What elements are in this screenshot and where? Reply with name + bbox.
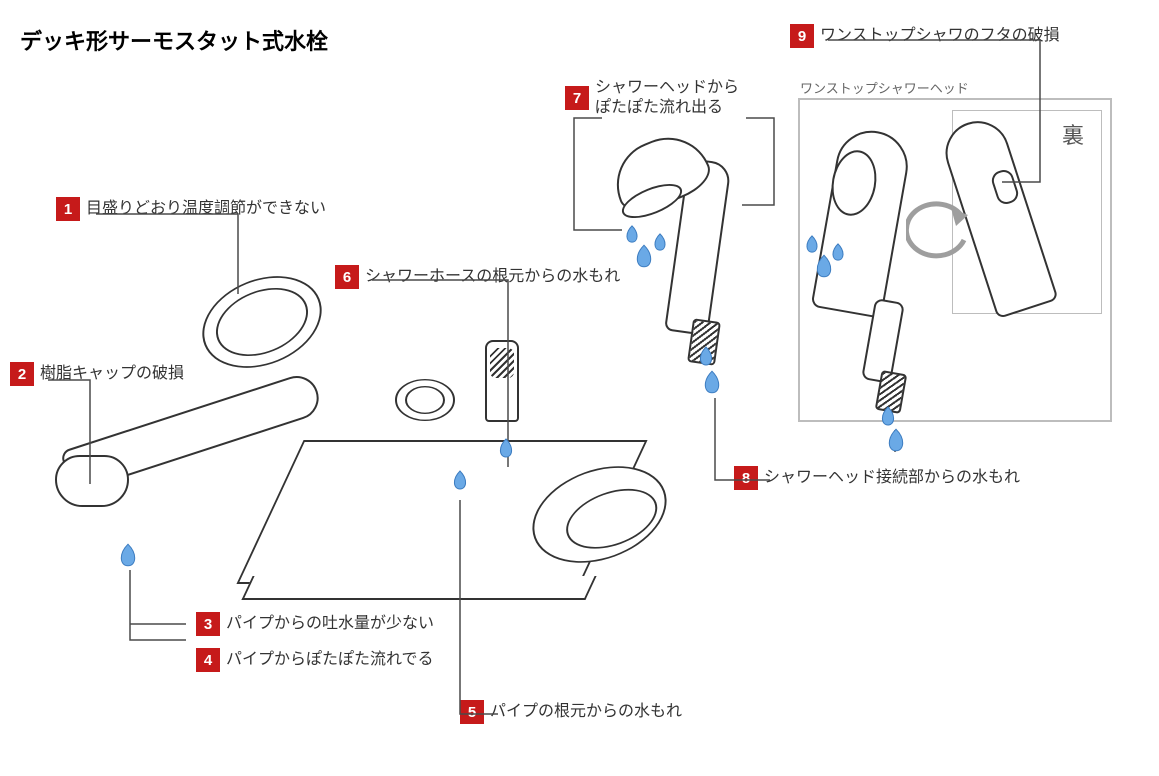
callout-label: パイプからぽたぽた流れでる bbox=[226, 650, 434, 670]
callout-label: シャワーヘッド接続部からの水もれ bbox=[764, 468, 1020, 488]
page-title: デッキ形サーモスタット式水栓 bbox=[20, 24, 328, 56]
callout-8[interactable]: 8 シャワーヘッド接続部からの水もれ bbox=[734, 466, 1020, 490]
callout-badge: 9 bbox=[790, 24, 814, 48]
spout-aerator-cap bbox=[55, 455, 129, 507]
callout-4[interactable]: 4 パイプからぽたぽた流れでる bbox=[196, 648, 434, 672]
faucet-base-edge bbox=[241, 576, 596, 600]
callout-label: シャワーヘッドからぽたぽた流れ出る bbox=[595, 78, 739, 118]
callout-badge: 1 bbox=[56, 197, 80, 221]
callout-badge: 2 bbox=[10, 362, 34, 386]
callout-7[interactable]: 7シャワーヘッドからぽたぽた流れ出る bbox=[565, 78, 739, 118]
callout-9[interactable]: 9 ワンストップシャワのフタの破損 bbox=[790, 24, 1060, 48]
callout-label: 樹脂キャップの破損 bbox=[40, 364, 184, 384]
shower-panel-caption: ワンストップシャワーヘッド bbox=[800, 78, 969, 97]
callout-label: シャワーホースの根元からの水もれ bbox=[365, 267, 620, 287]
callout-badge: 6 bbox=[335, 265, 359, 289]
callout-2[interactable]: 2 樹脂キャップの破損 bbox=[10, 362, 184, 386]
back-side-label: 裏 bbox=[1062, 118, 1084, 150]
callout-badge: 8 bbox=[734, 466, 758, 490]
callout-1[interactable]: 1 目盛りどおり温度調節ができない bbox=[56, 197, 326, 221]
callout-3[interactable]: 3 パイプからの吐水量が少ない bbox=[196, 612, 434, 636]
callout-label: パイプからの吐水量が少ない bbox=[226, 614, 434, 634]
flip-arrow-icon bbox=[906, 200, 976, 260]
callout-label: パイプの根元からの水もれ bbox=[490, 702, 682, 722]
callout-badge: 7 bbox=[565, 86, 589, 110]
faucet-illustration bbox=[60, 260, 700, 620]
callout-badge: 3 bbox=[196, 612, 220, 636]
callout-badge: 4 bbox=[196, 648, 220, 672]
shower-hose-port bbox=[485, 340, 519, 422]
callout-6[interactable]: 6 シャワーホースの根元からの水もれ bbox=[335, 265, 620, 289]
callout-badge: 5 bbox=[460, 700, 484, 724]
callout-5[interactable]: 5 パイプの根元からの水もれ bbox=[460, 700, 682, 724]
callout-label: 目盛りどおり温度調節ができない bbox=[86, 199, 326, 219]
temperature-dial bbox=[189, 259, 336, 385]
shower-hose-1 bbox=[687, 318, 721, 365]
diagram-stage: デッキ形サーモスタット式水栓 ワンストップシャワーヘッド 裏 1 目盛りどおり温度… bbox=[0, 0, 1159, 776]
diverter-knob bbox=[395, 379, 455, 421]
callout-label: ワンストップシャワのフタの破損 bbox=[820, 26, 1060, 46]
